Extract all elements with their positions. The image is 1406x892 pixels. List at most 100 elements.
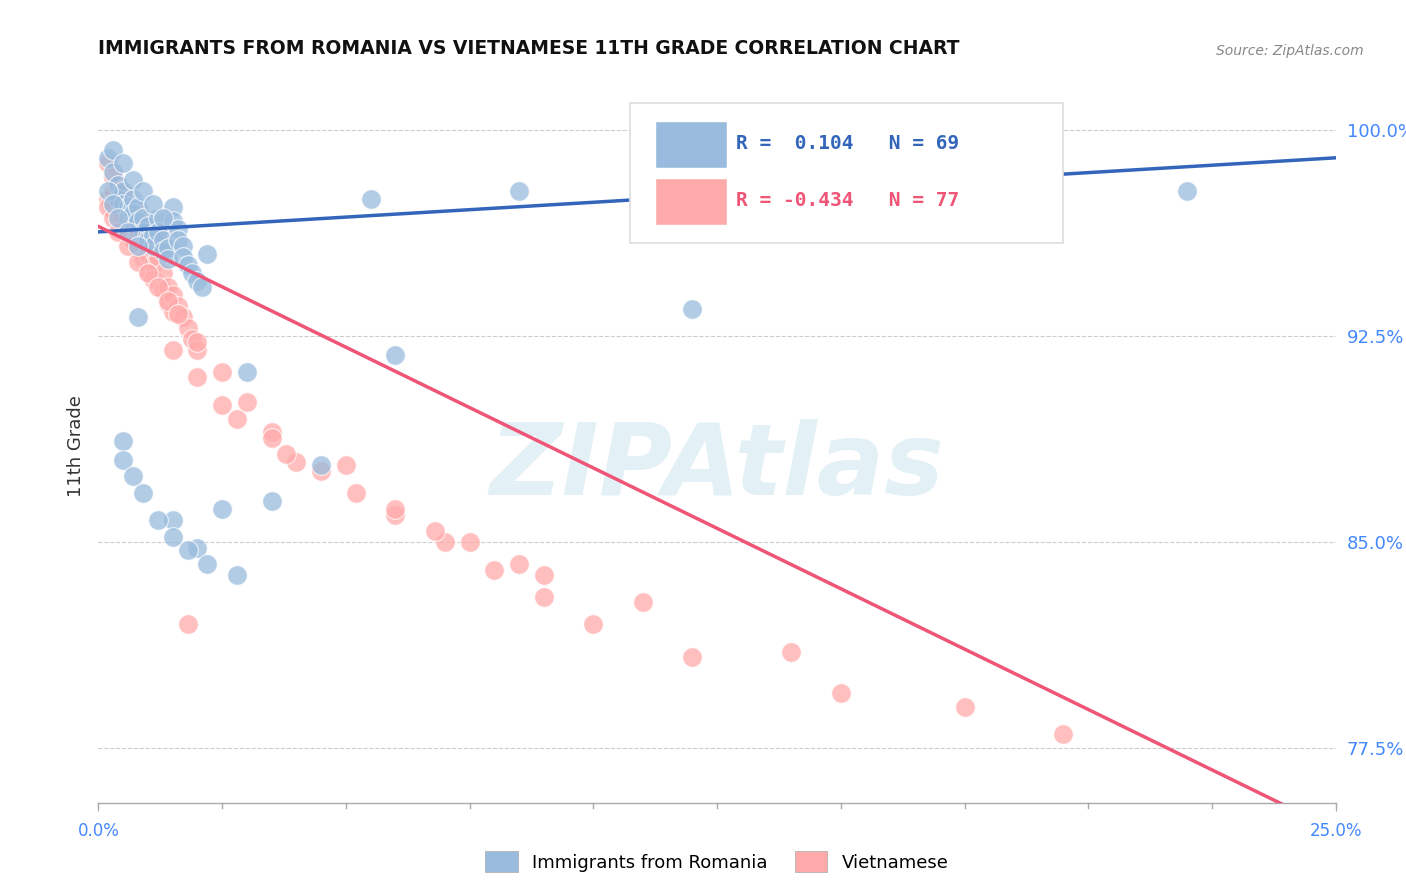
Point bbox=[953, 699, 976, 714]
Point bbox=[136, 247, 159, 261]
Point bbox=[107, 194, 129, 209]
Point bbox=[156, 293, 179, 308]
Point bbox=[127, 255, 149, 269]
Point bbox=[285, 455, 308, 469]
Point bbox=[176, 543, 198, 558]
Point bbox=[162, 288, 184, 302]
FancyBboxPatch shape bbox=[655, 178, 727, 225]
Point bbox=[146, 225, 169, 239]
Point bbox=[127, 214, 149, 228]
Point bbox=[146, 513, 169, 527]
FancyBboxPatch shape bbox=[655, 121, 727, 168]
Point bbox=[176, 617, 198, 632]
Point bbox=[117, 200, 139, 214]
Point bbox=[97, 151, 120, 165]
Point bbox=[186, 343, 208, 357]
Point bbox=[127, 200, 149, 214]
Point bbox=[211, 365, 233, 379]
Point bbox=[226, 411, 249, 425]
Point bbox=[112, 186, 135, 201]
Point bbox=[260, 425, 283, 440]
Point bbox=[186, 370, 208, 384]
Point bbox=[1052, 727, 1074, 741]
Point bbox=[156, 252, 179, 267]
Point bbox=[146, 233, 169, 247]
Point bbox=[146, 250, 169, 264]
Point bbox=[152, 211, 174, 226]
Point bbox=[484, 562, 506, 576]
Point bbox=[384, 508, 406, 522]
Point bbox=[309, 458, 332, 473]
Point bbox=[146, 211, 169, 226]
Point bbox=[260, 494, 283, 508]
Point bbox=[172, 310, 194, 324]
Point bbox=[360, 192, 382, 206]
FancyBboxPatch shape bbox=[630, 103, 1063, 243]
Point bbox=[156, 296, 179, 310]
Point bbox=[423, 524, 446, 538]
Point bbox=[122, 205, 145, 219]
Point bbox=[112, 209, 135, 223]
Point bbox=[384, 348, 406, 362]
Point bbox=[142, 271, 165, 285]
Point bbox=[582, 617, 605, 632]
Point bbox=[384, 502, 406, 516]
Point bbox=[533, 590, 555, 604]
Point bbox=[181, 332, 204, 346]
Point bbox=[132, 211, 155, 226]
Point bbox=[236, 395, 259, 409]
Point bbox=[117, 238, 139, 252]
Point bbox=[146, 280, 169, 294]
Point bbox=[162, 530, 184, 544]
Point bbox=[142, 238, 165, 252]
Point bbox=[156, 241, 179, 255]
Point bbox=[107, 225, 129, 239]
Legend: Immigrants from Romania, Vietnamese: Immigrants from Romania, Vietnamese bbox=[478, 844, 956, 880]
Point bbox=[136, 233, 159, 247]
Text: R = -0.434   N = 77: R = -0.434 N = 77 bbox=[735, 191, 959, 210]
Point bbox=[276, 447, 298, 461]
Point bbox=[142, 197, 165, 211]
Point bbox=[122, 173, 145, 187]
Point bbox=[186, 541, 208, 555]
Point bbox=[127, 241, 149, 255]
Point bbox=[127, 227, 149, 242]
Point bbox=[195, 557, 218, 571]
Point bbox=[681, 650, 703, 665]
Point bbox=[226, 568, 249, 582]
Point bbox=[107, 192, 129, 206]
Point bbox=[156, 280, 179, 294]
Point bbox=[309, 464, 332, 478]
Point bbox=[107, 178, 129, 193]
Point bbox=[162, 513, 184, 527]
Point bbox=[181, 266, 204, 280]
Point bbox=[166, 299, 188, 313]
Point bbox=[152, 283, 174, 297]
Point bbox=[152, 266, 174, 280]
Point bbox=[162, 200, 184, 214]
Point bbox=[107, 211, 129, 226]
Text: 0.0%: 0.0% bbox=[77, 822, 120, 840]
Point bbox=[103, 200, 125, 214]
Point bbox=[103, 143, 125, 157]
Point bbox=[103, 184, 125, 198]
Point bbox=[146, 225, 169, 239]
Point bbox=[97, 184, 120, 198]
Point bbox=[122, 217, 145, 231]
Point bbox=[260, 431, 283, 445]
Point bbox=[97, 200, 120, 214]
Text: Source: ZipAtlas.com: Source: ZipAtlas.com bbox=[1216, 44, 1364, 58]
Point bbox=[533, 568, 555, 582]
Point bbox=[136, 266, 159, 280]
Point bbox=[122, 233, 145, 247]
Point bbox=[132, 238, 155, 252]
Point bbox=[172, 250, 194, 264]
Text: IMMIGRANTS FROM ROMANIA VS VIETNAMESE 11TH GRADE CORRELATION CHART: IMMIGRANTS FROM ROMANIA VS VIETNAMESE 11… bbox=[98, 39, 960, 58]
Point bbox=[117, 222, 139, 236]
Point bbox=[117, 205, 139, 219]
Y-axis label: 11th Grade: 11th Grade bbox=[66, 395, 84, 497]
Point bbox=[433, 535, 456, 549]
Point bbox=[195, 247, 218, 261]
Point bbox=[152, 244, 174, 259]
Point bbox=[879, 192, 901, 206]
